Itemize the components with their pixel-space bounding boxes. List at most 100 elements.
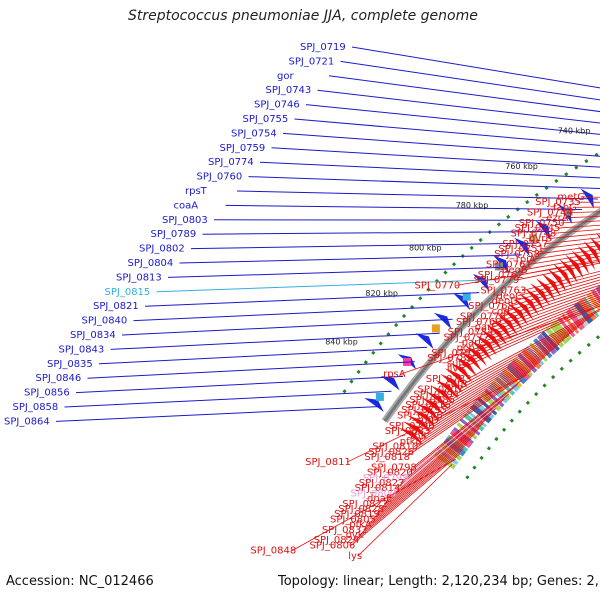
label-connector [472,300,600,354]
label-connectors [55,46,600,557]
gene-arrow-reverse [577,245,596,270]
gene-label-right: SPJ_0778 [460,312,506,323]
gene-arrow-reverse [454,356,478,377]
gene-arrow-reverse [416,403,441,422]
gene-label-left: SPJ_0754 [231,128,277,139]
gene-label-right: SPJ_0751 [498,244,544,255]
gene-arrow-reverse [402,421,428,439]
gene-label-right: sufC [447,358,469,369]
gene-label-right: SPJ_0848 [250,546,296,557]
label-connector [501,284,600,317]
gene-label-right: deoC [496,291,522,302]
kbp-tick-label: 760 kbp [505,162,538,171]
label-connector [459,314,595,390]
feature-block [476,397,498,416]
label-connector [442,330,575,411]
gene-label-left: SPJ_0719 [300,42,346,53]
gene-arrow-reverse [507,303,528,326]
label-connector [121,318,453,336]
gene-label-right: SPJ_0768 [468,301,514,312]
label-connector [190,242,537,250]
gene-arrow-reverse [565,254,584,279]
label-connector [282,132,600,157]
gene-label-left: SPJ_0743 [266,85,312,96]
gene-label-right: SPJ_0770 [415,280,461,291]
label-connector [464,303,600,364]
label-connector [434,339,565,421]
label-connector [367,432,476,525]
label-connector [455,318,589,395]
gene-label-right: pcp1 [457,343,482,354]
gene-arrow-forward [415,333,434,350]
gene-label-right: SPJ_0805 [330,514,376,525]
label-connector [426,347,555,432]
gene-arrow-reverse [435,379,459,399]
gene-label-left: gor [277,71,294,82]
gene-label-right: SPJ_0818 [364,452,410,463]
gene-arrow-reverse [430,385,454,405]
gene-arrow-reverse [530,283,550,306]
gene-label-left: SPJ_0804 [128,258,174,269]
gene-label-right: deoD [492,296,519,307]
gene-label-right: gyrB [529,234,552,245]
label-connector [355,448,464,541]
label-connector [463,310,600,385]
label-connector [450,322,585,401]
gene-label-right: SPJ_0800 [351,488,397,499]
label-connector [523,255,600,271]
label-connector [405,370,532,458]
gene-arrow-forward [535,220,551,240]
gene-arrow-reverse [485,324,508,346]
gene-label-right: SPJ_0822 [342,499,388,510]
gene-label-right: SPJ_0827 [359,478,405,489]
gene-arrow-reverse [475,334,497,356]
gene-label-right: SPJ_0757 [502,239,548,250]
label-connector [340,60,600,101]
gene-label-right: SPJ_0820 [367,468,413,479]
gene-label-right: SPJ_0750 [519,218,565,229]
label-connector [351,46,600,89]
gene-label-right: thiI [410,431,426,442]
feature-marker [375,392,384,401]
gene-label-right: SPJ_0786 [397,410,443,421]
label-connector [467,308,600,380]
gene-label-left: SPJ_0858 [13,402,59,413]
feature-marker [564,207,573,216]
gene-arrow-reverse [411,409,436,428]
gene-label-right: SPJ_0745 [515,223,561,234]
label-connector [527,252,600,265]
genome-title: Streptococcus pneumoniae JJA, complete g… [128,8,478,24]
gene-arrow-reverse [421,397,445,416]
label-connector [292,458,456,551]
feature-marker [431,324,440,333]
gene-label-right: SPJ_0796 [389,421,435,432]
gene-label-right: SPJ_0824 [314,535,360,546]
gene-arrow-reverse [496,313,518,336]
gene-label-right: cdd [492,306,510,317]
label-connector [371,427,480,520]
gene-arrow-reverse [541,273,561,297]
label-connector [400,393,510,484]
label-connector [375,422,484,515]
label-connector [248,176,600,189]
backbone-core [383,210,600,422]
gene-arrow-forward [380,375,400,391]
gene-label-right: SPJ_0744 [527,208,573,219]
label-connector [505,282,600,312]
gene-arrow-reverse [398,427,424,445]
gene-label-right: SPJ_0735 [535,197,581,208]
label-connector [552,229,600,234]
label-connector [294,118,600,146]
gene-arrow-reverse [535,278,556,302]
label-connector [357,464,453,557]
gene-arrow-reverse [444,368,468,388]
gene-label-left: SPJ_0813 [116,272,162,283]
label-connector [64,390,392,408]
genome-summary-text: Topology: linear; Length: 2,120,234 bp; … [278,574,600,589]
gene-label-left: SPJ_0834 [70,330,116,341]
label-connector [156,279,494,293]
label-connector [401,305,600,375]
gene-label-right: SPJ_0763 [480,286,526,297]
label-connector [489,291,600,333]
